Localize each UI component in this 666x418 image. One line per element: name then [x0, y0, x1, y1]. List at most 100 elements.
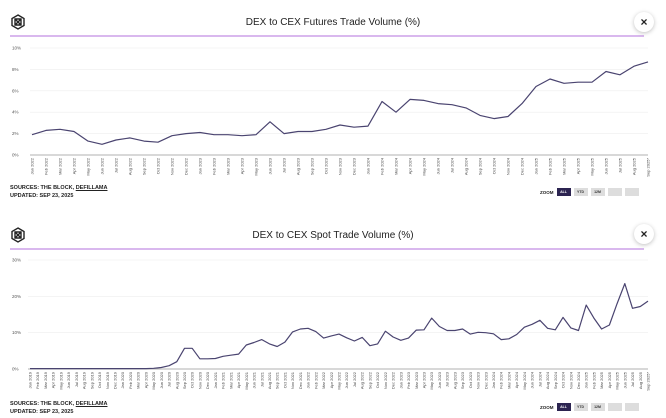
data-point — [315, 331, 316, 332]
defillama-link[interactable]: DEFILLAMA — [75, 185, 108, 191]
zoom-extra-button[interactable] — [607, 188, 622, 196]
x-tick-label: Mar 2021 — [228, 371, 233, 389]
spot-chart-panel: DEX to CEX Spot Trade Volume (%) × 0% 10%… — [0, 215, 666, 418]
x-tick-label: Mar 2024 — [394, 157, 399, 175]
y-tick-label: 10% — [12, 46, 21, 51]
data-point — [261, 339, 262, 340]
x-tick-label: Jan 2025 — [584, 371, 589, 388]
data-point — [168, 365, 169, 366]
x-tick-label: Jan 2021 — [213, 371, 218, 388]
data-point — [145, 368, 146, 369]
close-button[interactable]: × — [634, 12, 654, 32]
zoom-label: ZOOM — [540, 189, 554, 195]
data-point — [647, 300, 648, 301]
data-point — [323, 338, 324, 339]
data-point — [176, 361, 177, 362]
data-point — [462, 328, 463, 329]
x-tick-label: May 2023 — [429, 371, 434, 389]
data-point — [591, 82, 592, 83]
x-tick-label: May 2024 — [522, 371, 527, 389]
x-tick-label: Aug 2024 — [545, 371, 550, 389]
zoom-extra-button[interactable] — [624, 403, 639, 411]
x-tick-label: Mar 2023 — [226, 157, 231, 175]
data-point — [76, 368, 77, 369]
sources-label: SOURCES: THE BLOCK, — [10, 401, 76, 407]
x-tick-label: Jul 2025 — [618, 157, 623, 173]
y-tick-label: 20% — [12, 294, 21, 299]
data-point — [338, 334, 339, 335]
x-tick-label: Jan 2020 — [120, 371, 125, 388]
x-tick-label: Jun 2023 — [268, 157, 273, 174]
x-tick-label: Jan 2024 — [491, 371, 496, 388]
x-tick-label: Nov 2020 — [197, 371, 202, 389]
data-point — [59, 129, 60, 130]
data-point — [91, 368, 92, 369]
zoom-controls: ZOOM ALL YTD 12M — [540, 188, 639, 196]
defillama-link[interactable]: DEFILLAMA — [75, 401, 108, 407]
data-point — [241, 135, 242, 136]
data-point — [395, 112, 396, 113]
x-tick-label: May 2021 — [244, 371, 249, 389]
y-tick-label: 0% — [12, 367, 19, 372]
zoom-12m-button[interactable]: 12M — [590, 403, 605, 411]
x-tick-label: Jan 2023 — [198, 157, 203, 174]
x-tick-label: Feb 2022 — [313, 371, 318, 389]
data-point — [346, 337, 347, 338]
data-point — [485, 332, 486, 333]
zoom-12m-button[interactable]: 12M — [590, 188, 605, 196]
x-tick-label: Jan 2024 — [366, 157, 371, 174]
x-tick-label: May 2023 — [254, 157, 259, 175]
data-point — [601, 328, 602, 329]
x-tick-label: Apr 2024 — [514, 371, 519, 388]
data-point — [354, 340, 355, 341]
data-point — [283, 133, 284, 134]
data-point — [409, 99, 410, 100]
data-point — [157, 142, 158, 143]
close-button[interactable]: × — [634, 224, 654, 244]
x-tick-label: Jul 2025 — [630, 371, 635, 387]
x-tick-label: Jun 2020 — [159, 371, 164, 388]
data-point — [122, 368, 123, 369]
x-tick-label: May 2022 — [86, 157, 91, 175]
x-tick-label: Oct 2020 — [190, 371, 195, 388]
data-point — [53, 368, 54, 369]
x-tick-label: Sep 2020 — [182, 371, 187, 389]
x-tick-label: Aug 2023 — [296, 157, 301, 175]
data-point — [501, 339, 502, 340]
data-point — [45, 368, 46, 369]
x-tick-label: Mar 2022 — [58, 157, 63, 175]
x-tick-label: Aug 2025 — [632, 157, 637, 175]
data-point — [311, 131, 312, 132]
x-tick-label: Nov 2024 — [568, 371, 573, 389]
x-tick-label: Oct 2024 — [492, 157, 497, 174]
x-tick-label: Dec 2022 — [184, 157, 189, 175]
x-tick-label: Nov 2023 — [476, 371, 481, 389]
data-point — [385, 331, 386, 332]
zoom-extra-button[interactable] — [624, 188, 639, 196]
data-point — [367, 126, 368, 127]
data-point — [632, 308, 633, 309]
the-block-logo-icon — [11, 227, 25, 243]
updated-text: UPDATED: SEP 23, 2025 — [10, 193, 74, 199]
data-point — [570, 327, 571, 328]
data-point — [447, 330, 448, 331]
zoom-ytd-button[interactable]: YTD — [573, 188, 588, 196]
x-tick-label: Sep 2024 — [553, 371, 558, 389]
data-point — [114, 368, 115, 369]
x-tick-label: Mar 2025 — [599, 371, 604, 389]
zoom-extra-button[interactable] — [607, 403, 622, 411]
zoom-all-button[interactable]: ALL — [556, 403, 571, 411]
x-tick-label: May 2020 — [151, 371, 156, 389]
x-tick-label: Jan 2025 — [534, 157, 539, 174]
x-tick-label: Mar 2025 — [562, 157, 567, 175]
series-line — [31, 61, 649, 145]
data-point — [392, 336, 393, 337]
x-tick-label: Nov 2022 — [383, 371, 388, 389]
data-point — [593, 318, 594, 319]
zoom-ytd-button[interactable]: YTD — [573, 403, 588, 411]
x-tick-label: Nov 2023 — [338, 157, 343, 175]
data-point — [101, 144, 102, 145]
data-point — [130, 368, 131, 369]
zoom-all-button[interactable]: ALL — [556, 188, 571, 196]
chart-title: DEX to CEX Futures Trade Volume (%) — [245, 17, 421, 28]
